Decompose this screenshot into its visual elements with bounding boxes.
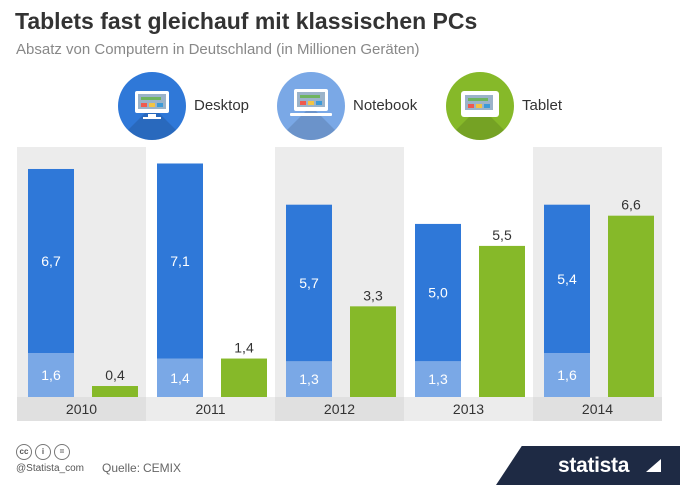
chart-title: Tablets fast gleichauf mit klassischen P… — [15, 8, 478, 34]
bar-notebook — [286, 361, 332, 397]
bar-tablet — [608, 215, 654, 397]
data-label-notebook: 1,6 — [557, 367, 577, 383]
legend-label-notebook: Notebook — [353, 97, 418, 114]
bar-tablet — [92, 386, 138, 397]
category-band — [146, 397, 275, 421]
chart-subtitle: Absatz von Computern in Deutschland (in … — [16, 41, 420, 58]
source-label: Quelle: — [102, 461, 141, 475]
bar-desktop — [28, 168, 74, 354]
data-label-desktop: 7,1 — [170, 253, 190, 269]
data-label-desktop: 5,4 — [557, 271, 577, 287]
data-label-notebook: 1,3 — [299, 371, 319, 387]
bar-tablet — [221, 358, 267, 397]
category-band — [533, 397, 662, 421]
bar-desktop — [286, 204, 332, 362]
bar-desktop — [157, 163, 203, 359]
data-label-tablet: 0,4 — [105, 367, 125, 383]
tablet-icon — [446, 72, 514, 140]
noderivs-icon: = — [54, 444, 70, 460]
desktop-icon — [118, 72, 186, 140]
bar-notebook — [415, 361, 461, 397]
data-label-desktop: 5,7 — [299, 275, 319, 291]
data-label-notebook: 1,6 — [41, 367, 61, 383]
x-tick-label: 2011 — [195, 401, 225, 417]
legend-label-desktop: Desktop — [194, 97, 250, 114]
bar-notebook — [544, 353, 590, 397]
brand-banner[interactable]: statista — [496, 446, 680, 485]
bar-tablet — [350, 306, 396, 397]
data-label-desktop: 5,0 — [428, 285, 448, 301]
data-label-notebook: 1,3 — [428, 371, 448, 387]
notebook-icon — [277, 72, 345, 140]
data-label-tablet: 3,3 — [363, 287, 383, 303]
category-band — [17, 397, 146, 421]
brand-logo-text: statista — [558, 454, 630, 477]
social-handle: @Statista_com — [16, 463, 84, 474]
data-label-tablet: 6,6 — [621, 197, 641, 213]
bar-notebook — [157, 358, 203, 397]
data-label-notebook: 1,4 — [170, 370, 190, 386]
bar-desktop — [415, 223, 461, 362]
attribution-icon: i — [35, 444, 51, 460]
cc-icon: cc — [16, 444, 32, 460]
data-label-tablet: 5,5 — [492, 227, 512, 243]
source-value: CEMIX — [143, 461, 182, 475]
statista-logo-icon — [646, 459, 661, 472]
x-tick-label: 2012 — [324, 401, 355, 417]
x-tick-label: 2014 — [582, 401, 613, 417]
data-label-desktop: 6,7 — [41, 253, 61, 269]
bar-desktop — [544, 204, 590, 354]
bar-chart: 2010 1,6 6,7 0,4 2011 1,4 7,1 1,4 2012 1,3 5,7 3,3 2… — [17, 147, 662, 421]
x-tick-label: 2010 — [66, 401, 97, 417]
bar-tablet — [479, 245, 525, 397]
category-band — [275, 397, 404, 421]
bar-notebook — [28, 353, 74, 397]
legend-label-tablet: Tablet — [522, 97, 563, 114]
category-band — [404, 397, 533, 421]
data-label-tablet: 1,4 — [234, 340, 254, 356]
x-tick-label: 2013 — [453, 401, 484, 417]
